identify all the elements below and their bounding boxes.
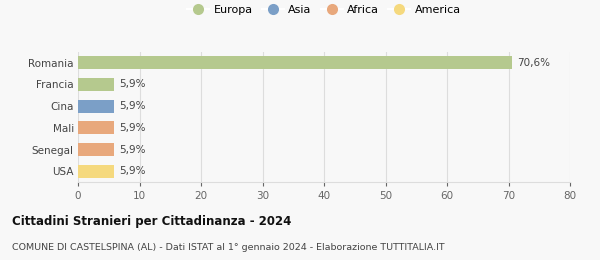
Legend: Europa, Asia, Africa, America: Europa, Asia, Africa, America	[185, 3, 463, 17]
Bar	[78, 143, 114, 156]
Bar	[78, 78, 114, 91]
Bar	[78, 165, 114, 178]
Bar	[78, 121, 114, 134]
Text: 5,9%: 5,9%	[119, 145, 146, 154]
Text: 5,9%: 5,9%	[119, 80, 146, 89]
Text: 5,9%: 5,9%	[119, 123, 146, 133]
Text: COMUNE DI CASTELSPINA (AL) - Dati ISTAT al 1° gennaio 2024 - Elaborazione TUTTIT: COMUNE DI CASTELSPINA (AL) - Dati ISTAT …	[12, 243, 445, 252]
Bar	[78, 100, 114, 113]
Bar	[78, 56, 512, 69]
Text: 5,9%: 5,9%	[119, 101, 146, 111]
Text: 5,9%: 5,9%	[119, 166, 146, 176]
Text: 70,6%: 70,6%	[517, 58, 550, 68]
Text: Cittadini Stranieri per Cittadinanza - 2024: Cittadini Stranieri per Cittadinanza - 2…	[12, 215, 292, 228]
